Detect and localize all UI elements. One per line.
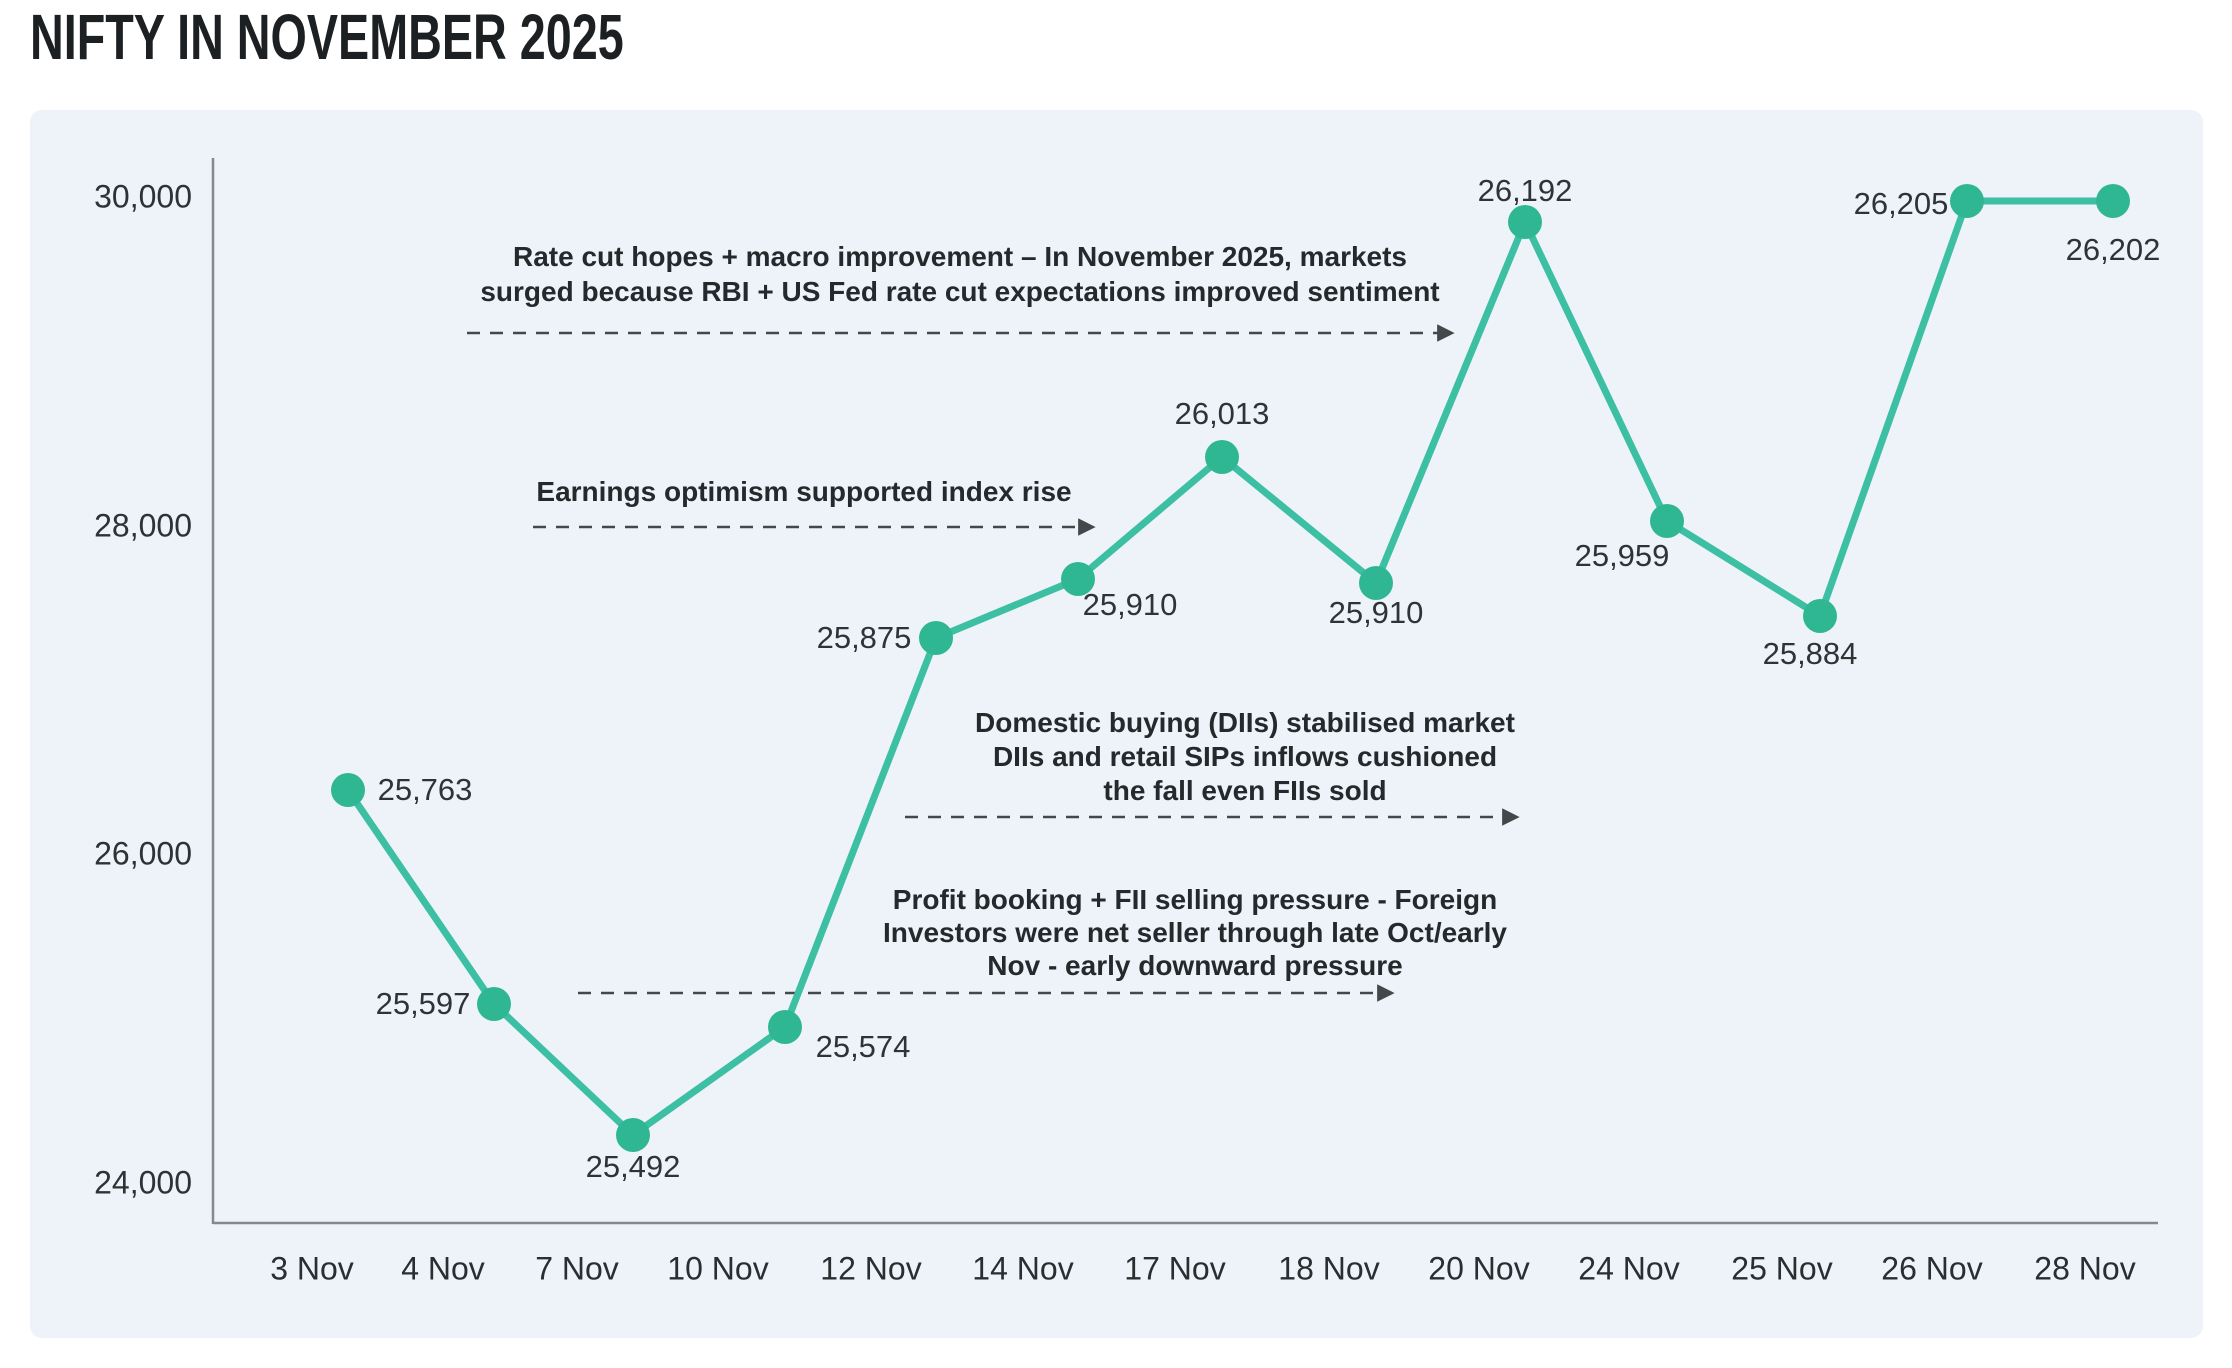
data-point-24 Nov	[1650, 504, 1684, 538]
x-tick-label: 12 Nov	[820, 1250, 922, 1287]
x-tick-label: 18 Nov	[1278, 1250, 1380, 1287]
data-point-12 Nov	[919, 621, 953, 655]
data-point-label: 26,013	[1174, 396, 1270, 431]
data-point-label: 25,763	[377, 772, 473, 807]
x-tick-label: 25 Nov	[1731, 1250, 1833, 1287]
data-point-label: 25,574	[815, 1029, 911, 1064]
y-tick-label: 26,000	[94, 835, 192, 872]
x-tick-label: 24 Nov	[1578, 1250, 1680, 1287]
data-point-label: 25,875	[816, 620, 912, 655]
x-tick-label: 3 Nov	[270, 1250, 354, 1287]
data-point-label: 25,884	[1762, 636, 1858, 671]
annotation-text-line: the fall even FIIs sold	[1103, 775, 1387, 806]
data-point-25 Nov	[1803, 599, 1837, 633]
annotation-text-line: Earnings optimism supported index rise	[536, 476, 1072, 507]
annotation-text-line: DIIs and retail SIPs inflows cushioned	[992, 741, 1498, 772]
y-tick-label: 24,000	[94, 1164, 192, 1201]
data-point-label: 25,910	[1328, 595, 1424, 630]
data-point-20 Nov	[1508, 205, 1542, 239]
page-title: NIFTY IN NOVEMBER 2025	[30, 1, 624, 73]
x-tick-label: 14 Nov	[972, 1250, 1074, 1287]
y-tick-label: 28,000	[94, 507, 192, 544]
y-tick-label: 30,000	[94, 178, 192, 215]
data-point-label: 25,597	[375, 986, 471, 1021]
data-point-3 Nov	[331, 773, 365, 807]
data-point-label: 26,205	[1853, 186, 1949, 221]
annotation-text-line: Nov - early downward pressure	[987, 950, 1403, 981]
data-point-label: 25,910	[1082, 587, 1178, 622]
x-tick-label: 20 Nov	[1428, 1250, 1530, 1287]
x-tick-label: 26 Nov	[1881, 1250, 1983, 1287]
x-tick-label: 7 Nov	[535, 1250, 619, 1287]
x-tick-label: 4 Nov	[401, 1250, 485, 1287]
data-point-14 Nov	[1061, 562, 1095, 596]
data-point-label: 26,192	[1477, 173, 1573, 208]
chart-panel	[30, 110, 2203, 1338]
data-point-18 Nov	[1359, 566, 1393, 600]
data-point-label: 26,202	[2065, 232, 2161, 267]
data-point-10 Nov	[768, 1010, 802, 1044]
data-point-label: 25,959	[1574, 538, 1670, 573]
x-tick-label: 28 Nov	[2034, 1250, 2136, 1287]
data-point-7 Nov	[616, 1118, 650, 1152]
x-tick-label: 10 Nov	[667, 1250, 769, 1287]
data-point-28 Nov	[2096, 184, 2130, 218]
data-point-17 Nov	[1205, 440, 1239, 474]
x-tick-label: 17 Nov	[1124, 1250, 1226, 1287]
annotation-text-line: Profit booking + FII selling pressure - …	[892, 884, 1498, 915]
data-point-4 Nov	[477, 987, 511, 1021]
annotation-text-line: Investors were net seller through late O…	[883, 917, 1507, 948]
data-point-label: 25,492	[585, 1149, 681, 1184]
data-point-26 Nov	[1950, 184, 1984, 218]
annotation-text-line: Rate cut hopes + macro improvement – In …	[512, 241, 1408, 272]
annotation-text-line: surged because RBI + US Fed rate cut exp…	[480, 276, 1440, 307]
annotation-text-line: Domestic buying (DIIs) stabilised market	[975, 707, 1515, 738]
